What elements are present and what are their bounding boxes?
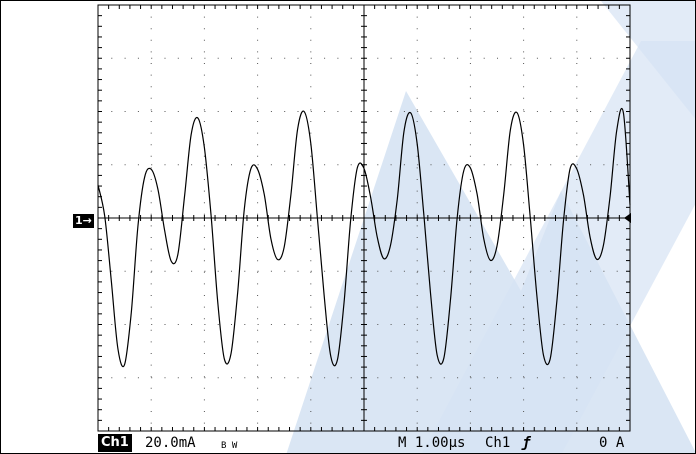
waveform-trace-ch1 [97, 107, 631, 368]
volts-per-div-readout: 20.0mA [145, 435, 196, 451]
trigger-arrow-icon [624, 213, 631, 223]
graticule-grid [97, 4, 631, 432]
channel-1-ground-marker[interactable]: 1→ [73, 214, 94, 228]
timebase-readout: M 1.00µs [398, 435, 466, 451]
trigger-level-marker[interactable] [624, 213, 631, 223]
trigger-slope-icon: ƒ [522, 435, 531, 451]
trigger-source-readout: Ch1 [485, 435, 511, 451]
watermark-shape [601, 1, 695, 119]
channel-badge[interactable]: Ch1 [98, 434, 132, 452]
waveform-layer [97, 107, 631, 368]
trigger-level-readout: 0 A [599, 435, 625, 451]
bandwidth-limit-indicator: B W [221, 441, 238, 451]
